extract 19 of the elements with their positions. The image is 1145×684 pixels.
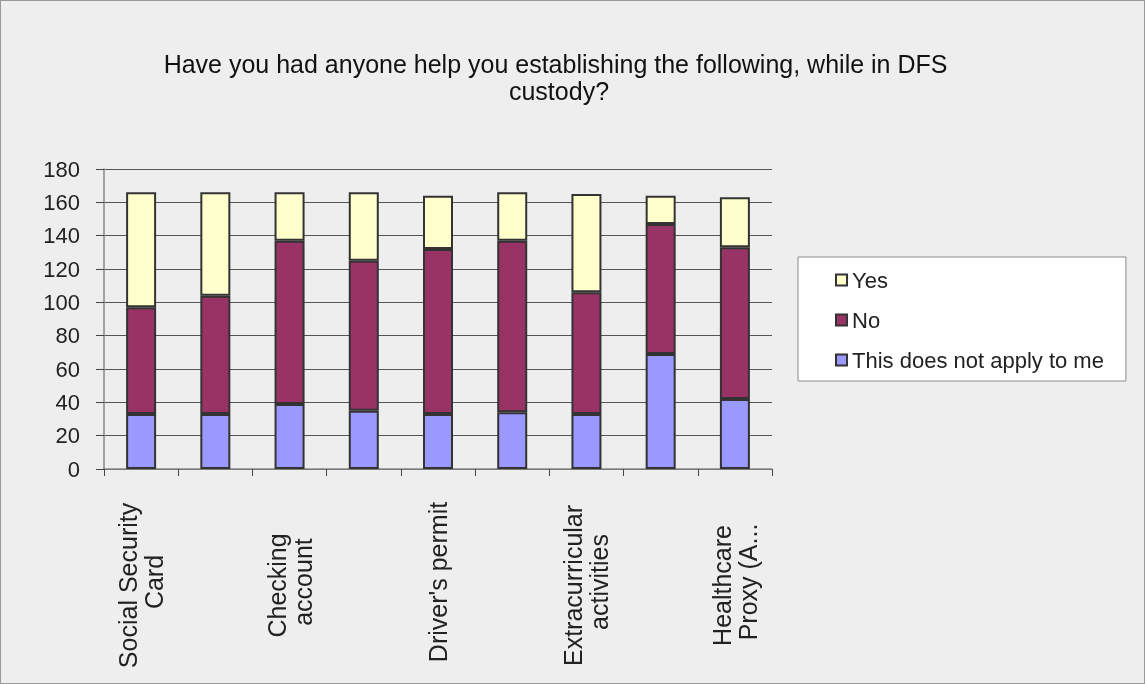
legend-label: No	[852, 307, 881, 333]
y-tick-label: 120	[43, 256, 80, 282]
legend-label: Yes	[852, 267, 888, 293]
x-tick-label: Driver's permit	[424, 501, 452, 663]
y-tick-label: 20	[55, 423, 80, 449]
chart-title: Have you had anyone help you establishing the following, while in DFS custody?	[163, 49, 955, 105]
x-tick-label: Extracurricular activities	[559, 497, 614, 667]
x-tick-label: Checking account	[262, 526, 317, 638]
y-tick-label: 0	[67, 456, 80, 482]
y-tick-label: 40	[55, 389, 80, 415]
y-tick-label: 160	[43, 189, 80, 215]
x-tick-label: Social Security Card	[114, 495, 169, 669]
y-tick-label: 80	[55, 323, 80, 349]
legend-label: This does not apply to me	[852, 347, 1104, 373]
y-tick-label: 100	[43, 289, 80, 315]
x-tick-label: Healthcare Proxy (A...	[707, 518, 762, 646]
y-tick-label: 140	[43, 223, 80, 249]
y-tick-label: 60	[55, 356, 80, 382]
y-tick-label: 180	[43, 156, 80, 182]
